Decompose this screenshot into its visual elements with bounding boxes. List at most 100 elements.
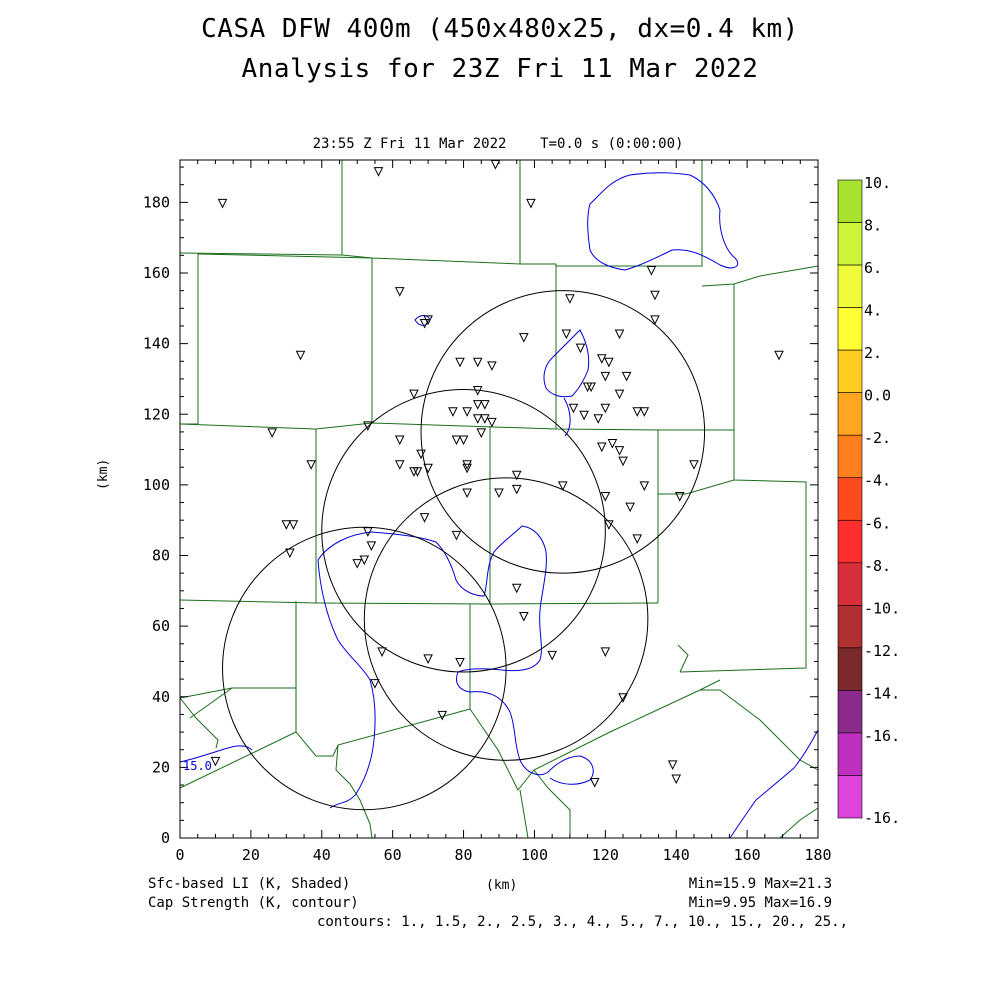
station-marker xyxy=(217,198,228,209)
station-marker xyxy=(614,446,625,456)
colorbar-swatch xyxy=(837,605,863,649)
station-marker xyxy=(579,410,589,421)
station-marker xyxy=(565,294,575,304)
colorbar-label: -8. xyxy=(864,557,891,575)
station-marker xyxy=(373,167,384,177)
x-tick-label: 100 xyxy=(521,846,548,864)
station-marker xyxy=(472,414,483,424)
colorbar-label: 4. xyxy=(864,302,882,320)
station-marker xyxy=(593,414,604,424)
station-marker xyxy=(363,527,373,537)
station-marker xyxy=(462,488,472,499)
y-axis-label: (km) xyxy=(96,458,111,490)
station-marker xyxy=(377,647,387,657)
station-marker xyxy=(639,481,650,491)
station-marker xyxy=(455,357,465,368)
station-marker xyxy=(451,530,462,541)
station-marker xyxy=(295,350,306,361)
station-marker xyxy=(561,329,572,340)
station-marker xyxy=(476,428,487,439)
footer-shaded-field: Sfc-based LI (K, Shaded) xyxy=(148,876,351,892)
station-marker xyxy=(604,520,614,530)
colorbar-label: -6. xyxy=(864,514,891,532)
title-line-1: CASA DFW 400m (450x480x25, dx=0.4 km) xyxy=(201,14,799,44)
x-tick-label: 80 xyxy=(455,846,473,864)
station-marker xyxy=(650,315,660,326)
station-marker xyxy=(604,357,614,368)
y-tick-label: 0 xyxy=(161,829,170,847)
y-tick-label: 140 xyxy=(143,335,170,353)
station-marker xyxy=(511,470,522,481)
station-marker xyxy=(600,403,611,414)
station-marker xyxy=(451,435,462,446)
station-marker xyxy=(462,460,472,470)
y-tick-label: 40 xyxy=(152,688,170,706)
station-marker xyxy=(526,198,536,209)
station-marker xyxy=(614,329,625,340)
colorbar-swatch xyxy=(837,519,863,564)
station-marker xyxy=(409,389,419,400)
colorbar-swatch xyxy=(837,562,863,606)
colorbar-swatch xyxy=(837,179,863,223)
x-tick-label: 0 xyxy=(175,846,184,864)
station-marker xyxy=(419,513,430,523)
colorbar-swatch xyxy=(837,392,863,436)
radar-range-rings xyxy=(222,290,706,811)
station-marker xyxy=(494,488,504,499)
colorbar-label: -4. xyxy=(864,472,891,490)
station-marker xyxy=(632,407,643,417)
station-marker xyxy=(582,382,593,393)
station-marker xyxy=(557,481,568,491)
station-marker xyxy=(394,460,405,470)
station-marker xyxy=(575,343,586,354)
station-marker xyxy=(621,371,632,382)
colorbar-swatch xyxy=(837,647,863,691)
station-marker xyxy=(774,350,784,361)
cap-strength-contours xyxy=(179,172,819,839)
x-tick-label: 40 xyxy=(313,846,331,864)
colorbar-swatch xyxy=(837,349,863,393)
station-marker xyxy=(458,435,469,446)
station-marker xyxy=(448,407,458,417)
station-marker xyxy=(487,361,497,371)
station-marker xyxy=(359,555,370,566)
station-marker xyxy=(646,265,657,276)
y-axis-ticks: 0 20 40 60 80 100 120 140 160 180 xyxy=(143,166,818,847)
colorbar-swatch xyxy=(837,264,863,308)
plot-subtitle: 23:55 Z Fri 11 Mar 2022 T=0.0 s (0:00:00… xyxy=(312,136,684,152)
station-marker xyxy=(306,460,316,470)
station-marker xyxy=(366,541,377,552)
station-marker xyxy=(667,760,678,770)
station-marker xyxy=(600,491,611,502)
footer-contour-minmax: Min=9.95 Max=16.9 xyxy=(688,895,832,911)
station-marker xyxy=(639,407,650,417)
x-axis-ticks: 0 20 40 60 80 100 120 140 160 180 xyxy=(175,160,832,864)
y-tick-label: 80 xyxy=(152,547,170,565)
title-line-2: Analysis for 23Z Fri 11 Mar 2022 xyxy=(241,54,759,84)
station-marker xyxy=(480,414,490,424)
station-marker xyxy=(419,318,430,329)
station-marker xyxy=(618,456,628,467)
station-marker xyxy=(462,463,472,474)
colorbar-label: 0.0 xyxy=(864,387,891,405)
y-tick-label: 180 xyxy=(143,193,170,211)
station-marker xyxy=(363,421,373,431)
station-marker xyxy=(589,778,600,788)
colorbar-label: 6. xyxy=(864,259,882,277)
station-marker xyxy=(650,290,660,301)
station-marker xyxy=(455,657,465,668)
y-tick-label: 120 xyxy=(143,405,170,423)
station-marker xyxy=(480,400,490,410)
county-boundaries xyxy=(179,160,819,839)
y-tick-label: 100 xyxy=(143,476,170,494)
station-marker xyxy=(511,484,522,495)
station-marker xyxy=(614,389,625,400)
y-tick-label: 20 xyxy=(152,758,170,776)
radar-ring-3 xyxy=(363,477,649,761)
station-marker xyxy=(285,548,295,559)
x-tick-label: 60 xyxy=(384,846,402,864)
station-marker xyxy=(412,467,423,477)
footer-shaded-minmax: Min=15.9 Max=21.3 xyxy=(688,876,832,892)
station-marker xyxy=(519,333,529,343)
